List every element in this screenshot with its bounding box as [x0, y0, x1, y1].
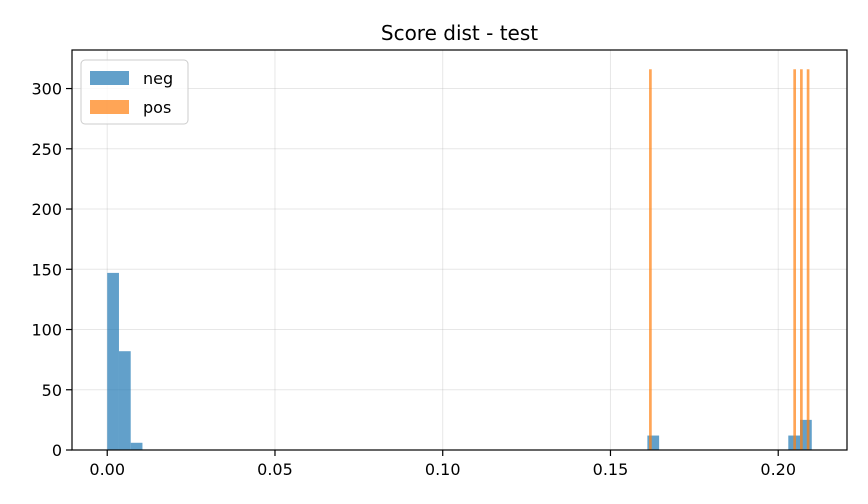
- axes-layer: 0.00 0.05 0.10 0.15 0.20 0 50 100 150 200 250 300: [31, 49, 848, 479]
- bar-pos: [806, 69, 810, 451]
- bars-layer: [107, 69, 812, 451]
- plot-frame: [71, 49, 848, 451]
- y-tick-label: 250: [31, 140, 62, 159]
- x-tick-label: 0.10: [425, 460, 461, 479]
- x-tick-label: 0.15: [593, 460, 629, 479]
- bar-neg: [130, 442, 143, 450]
- bar-neg: [107, 272, 119, 450]
- bar-neg: [118, 351, 131, 450]
- y-tick-label: 100: [31, 321, 62, 340]
- bar-pos: [800, 69, 803, 451]
- bar-pos: [793, 69, 797, 451]
- chart-title: Score dist - test: [381, 21, 538, 45]
- y-tick-label: 200: [31, 200, 62, 219]
- x-tick-label: 0.00: [89, 460, 125, 479]
- x-tick-label: 0.05: [257, 460, 293, 479]
- bar-neg: [800, 419, 812, 450]
- legend-label-neg: neg: [143, 69, 173, 88]
- bar-pos: [649, 69, 652, 451]
- legend-label-pos: pos: [143, 98, 171, 117]
- x-tick-label: 0.20: [760, 460, 796, 479]
- y-tick-label: 300: [31, 80, 62, 99]
- legend-swatch-neg: [90, 71, 129, 85]
- bar-neg: [647, 435, 660, 450]
- y-tick-label: 50: [42, 381, 62, 400]
- y-tick-label: 150: [31, 260, 62, 279]
- legend: neg pos: [80, 59, 189, 125]
- legend-swatch-pos: [90, 100, 129, 114]
- y-tick-label: 0: [52, 441, 62, 460]
